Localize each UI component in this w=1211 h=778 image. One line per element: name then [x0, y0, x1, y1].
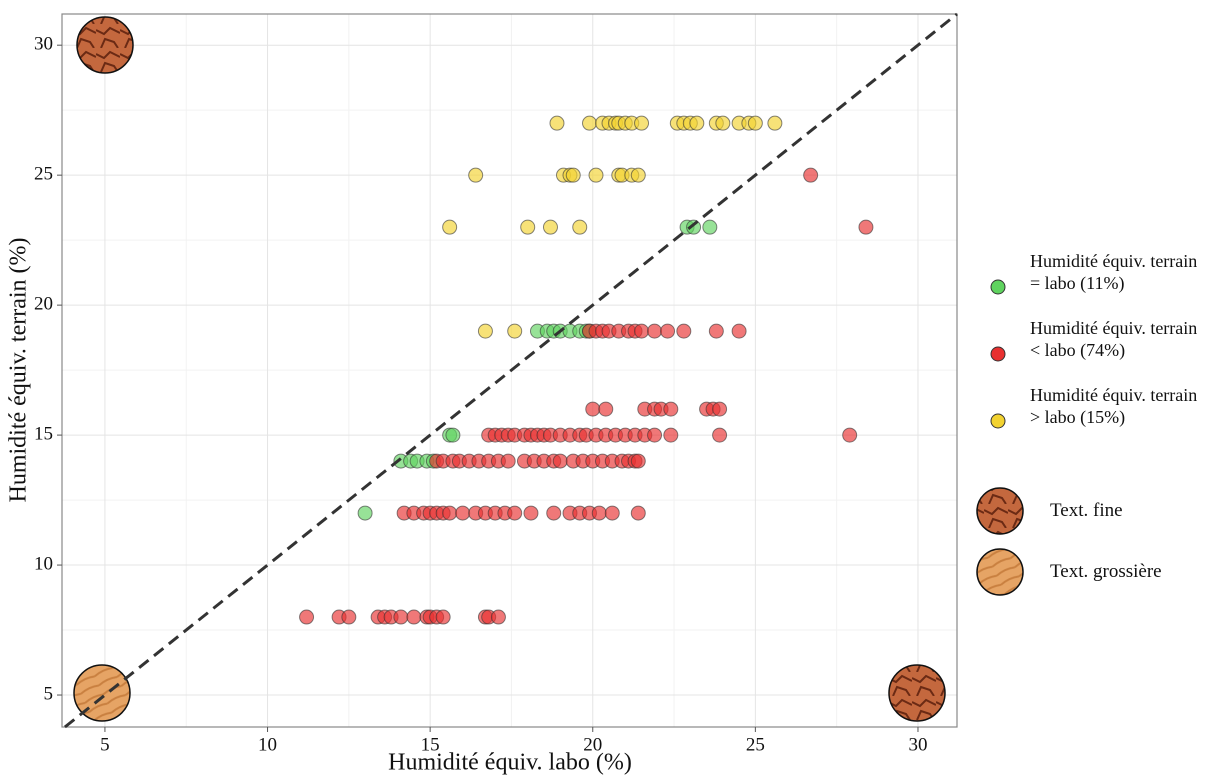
point: [445, 427, 461, 443]
point: [604, 505, 620, 521]
point: [588, 167, 604, 183]
point: [455, 505, 471, 521]
y-axis-label: Humidité équiv. terrain (%): [6, 237, 32, 502]
texture-legend-icon: [976, 487, 1024, 535]
point: [660, 323, 676, 339]
point: [767, 115, 783, 131]
point: [565, 167, 581, 183]
x-axis-label: Humidité équiv. labo (%): [388, 750, 632, 776]
legend-label: Humidité équiv. terrain = labo (11%): [1030, 251, 1198, 293]
point: [647, 427, 663, 443]
legend-swatch: [990, 279, 1006, 295]
legend-swatch: [990, 413, 1006, 429]
point: [357, 505, 373, 521]
point: [442, 505, 458, 521]
x-tick-label: 5: [100, 734, 110, 755]
x-tick-label: 30: [908, 734, 927, 755]
x-tick-label: 20: [583, 734, 602, 755]
point: [591, 505, 607, 521]
point: [406, 609, 422, 625]
point: [572, 219, 588, 235]
points: [299, 115, 874, 625]
plot-frame: [61, 13, 958, 728]
point: [500, 453, 516, 469]
point: [663, 401, 679, 417]
point: [708, 323, 724, 339]
y-tick-label: 20: [34, 293, 53, 314]
point: [858, 219, 874, 235]
point: [712, 401, 728, 417]
point: [712, 427, 728, 443]
point: [490, 609, 506, 625]
x-tick-label: 25: [746, 734, 765, 755]
point: [523, 505, 539, 521]
point: [598, 401, 614, 417]
y-tick-label: 25: [34, 164, 53, 185]
legend-label: Humidité équiv. terrain < labo (74%): [1030, 318, 1198, 360]
point: [552, 453, 568, 469]
point: [715, 115, 731, 131]
grid: [62, 14, 957, 727]
point: [341, 609, 357, 625]
x-tick-label: 15: [421, 734, 440, 755]
x-tick-label: 10: [258, 734, 277, 755]
point: [647, 323, 663, 339]
texture-legend-label: Text. fine: [1050, 500, 1123, 521]
point: [435, 609, 451, 625]
texture-legend-icon: [976, 548, 1024, 596]
point: [702, 219, 718, 235]
point: [634, 323, 650, 339]
point: [630, 167, 646, 183]
y-tick-label: 10: [34, 553, 53, 574]
point: [582, 115, 598, 131]
point: [468, 167, 484, 183]
point: [689, 115, 705, 131]
point: [507, 505, 523, 521]
point: [520, 219, 536, 235]
point: [546, 505, 562, 521]
point: [442, 219, 458, 235]
point: [477, 323, 493, 339]
point: [747, 115, 763, 131]
point: [676, 323, 692, 339]
point: [630, 453, 646, 469]
texture-legend-label: Text. grossière: [1050, 561, 1162, 582]
y-tick-label: 15: [34, 423, 53, 444]
point: [634, 115, 650, 131]
point: [663, 427, 679, 443]
identity-line: [63, 12, 958, 729]
point: [299, 609, 315, 625]
point: [630, 505, 646, 521]
point: [842, 427, 858, 443]
texture-icon-fine: [76, 16, 134, 74]
point: [542, 219, 558, 235]
point: [731, 323, 747, 339]
point: [803, 167, 819, 183]
y-tick-label: 5: [44, 683, 54, 704]
point: [393, 609, 409, 625]
point: [507, 323, 523, 339]
point: [549, 115, 565, 131]
legend-label: Humidité équiv. terrain > labo (15%): [1030, 385, 1198, 427]
legend-swatch: [990, 346, 1006, 362]
texture-icon-fine: [888, 664, 946, 722]
y-tick-label: 30: [34, 34, 53, 55]
point: [585, 401, 601, 417]
